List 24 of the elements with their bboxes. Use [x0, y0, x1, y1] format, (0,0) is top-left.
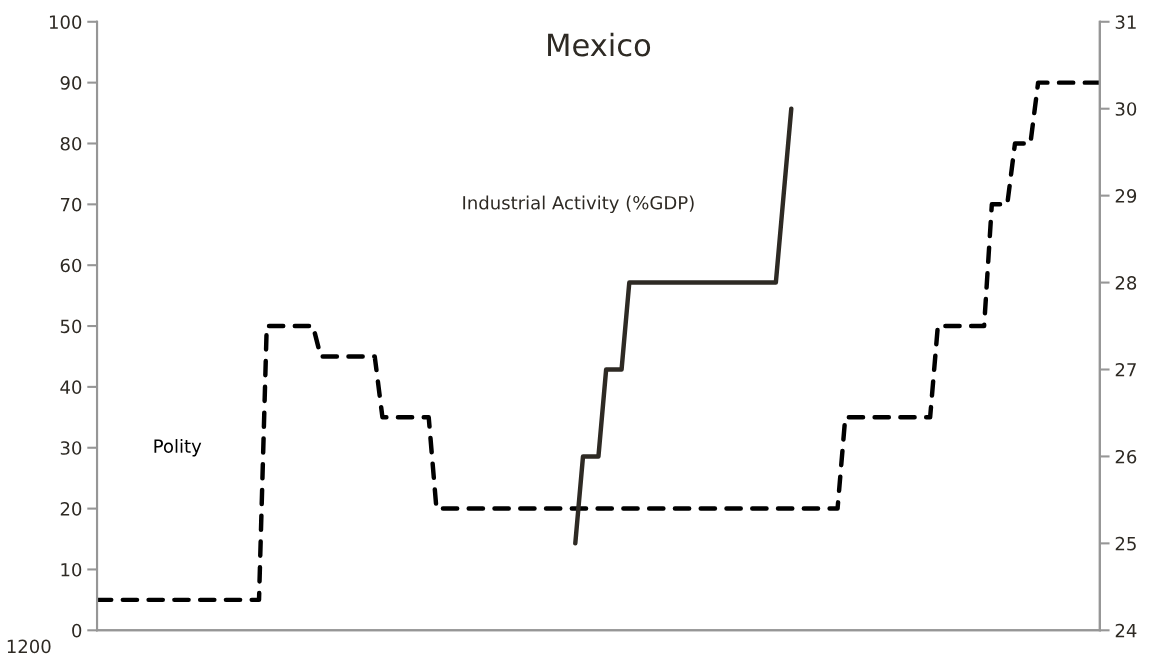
line-series: [97, 80, 1100, 603]
y-tick-label: 0: [72, 623, 82, 638]
text: Industrial Activity (%GDP): [463, 195, 694, 214]
y2-tick-label: 29: [1115, 189, 1137, 203]
y-tick-label: 40: [60, 380, 82, 395]
y2-tick-label: 27: [1115, 362, 1136, 377]
y-tick-label: 60: [60, 258, 82, 273]
chart-title: Mexico: [548, 32, 651, 57]
y2-tick-label: 31: [1115, 15, 1136, 29]
y2-tick-label: 28: [1115, 276, 1137, 290]
y2-tick-label: 26: [1115, 449, 1137, 464]
y-tick-label: 80: [60, 136, 82, 151]
y-tick-label: 20: [60, 502, 82, 516]
y-tick-label: 30: [60, 441, 82, 455]
text: 1200: [7, 639, 51, 654]
y2-tick-label: 24: [1115, 623, 1137, 638]
y-tick-label: 10: [61, 562, 82, 577]
y-tick-label: 50: [60, 319, 82, 334]
y-tick-label: 70: [60, 197, 82, 212]
y-tick-label: 100: [49, 15, 82, 29]
y2-tick-label: 30: [1115, 102, 1137, 116]
y-tick-label: 90: [60, 76, 82, 90]
y2-tick-label: 25: [1115, 536, 1136, 551]
text: Polity: [154, 439, 202, 457]
